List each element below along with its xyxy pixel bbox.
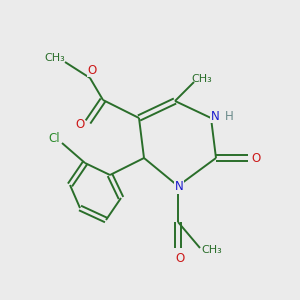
Text: O: O [75,118,85,130]
Text: N: N [211,110,219,122]
Text: O: O [251,152,261,164]
Text: CH₃: CH₃ [202,245,222,255]
Text: O: O [176,251,184,265]
Text: CH₃: CH₃ [45,53,65,63]
Text: N: N [175,181,183,194]
Text: O: O [87,64,97,76]
Text: CH₃: CH₃ [192,74,212,84]
Text: Cl: Cl [48,131,60,145]
Text: H: H [225,110,233,122]
